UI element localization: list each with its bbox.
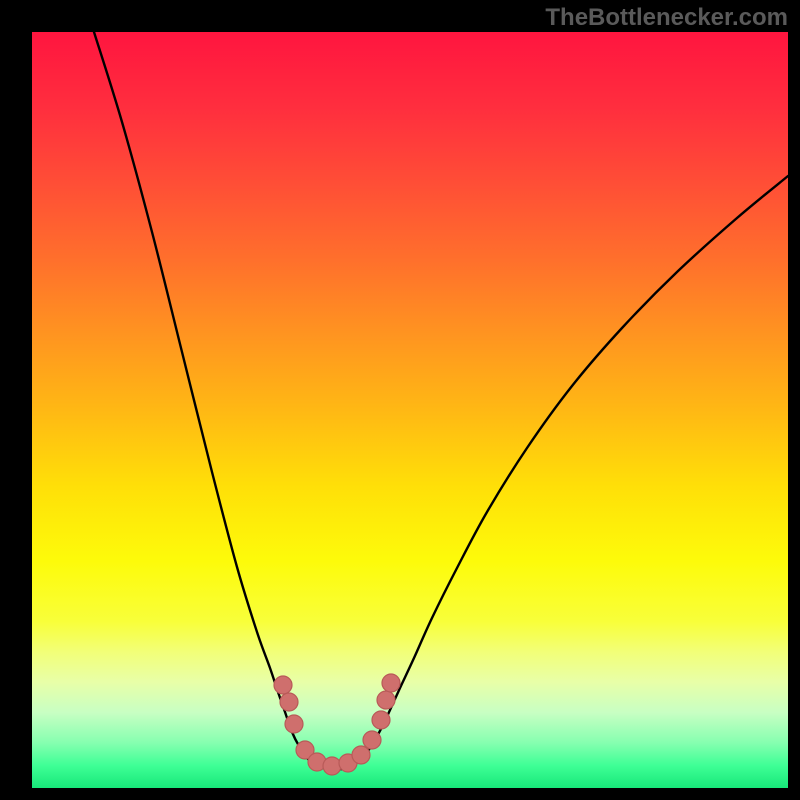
gradient-background [32, 32, 788, 788]
dip-marker [323, 757, 341, 775]
chart-container: TheBottlenecker.com [0, 0, 800, 800]
chart-svg [32, 32, 788, 788]
dip-marker [377, 691, 395, 709]
dip-marker [363, 731, 381, 749]
watermark-text: TheBottlenecker.com [545, 4, 788, 32]
dip-marker [274, 676, 292, 694]
dip-marker [280, 693, 298, 711]
dip-marker [382, 674, 400, 692]
dip-marker [372, 711, 390, 729]
plot-area [32, 32, 788, 788]
dip-marker [352, 746, 370, 764]
dip-marker [285, 715, 303, 733]
